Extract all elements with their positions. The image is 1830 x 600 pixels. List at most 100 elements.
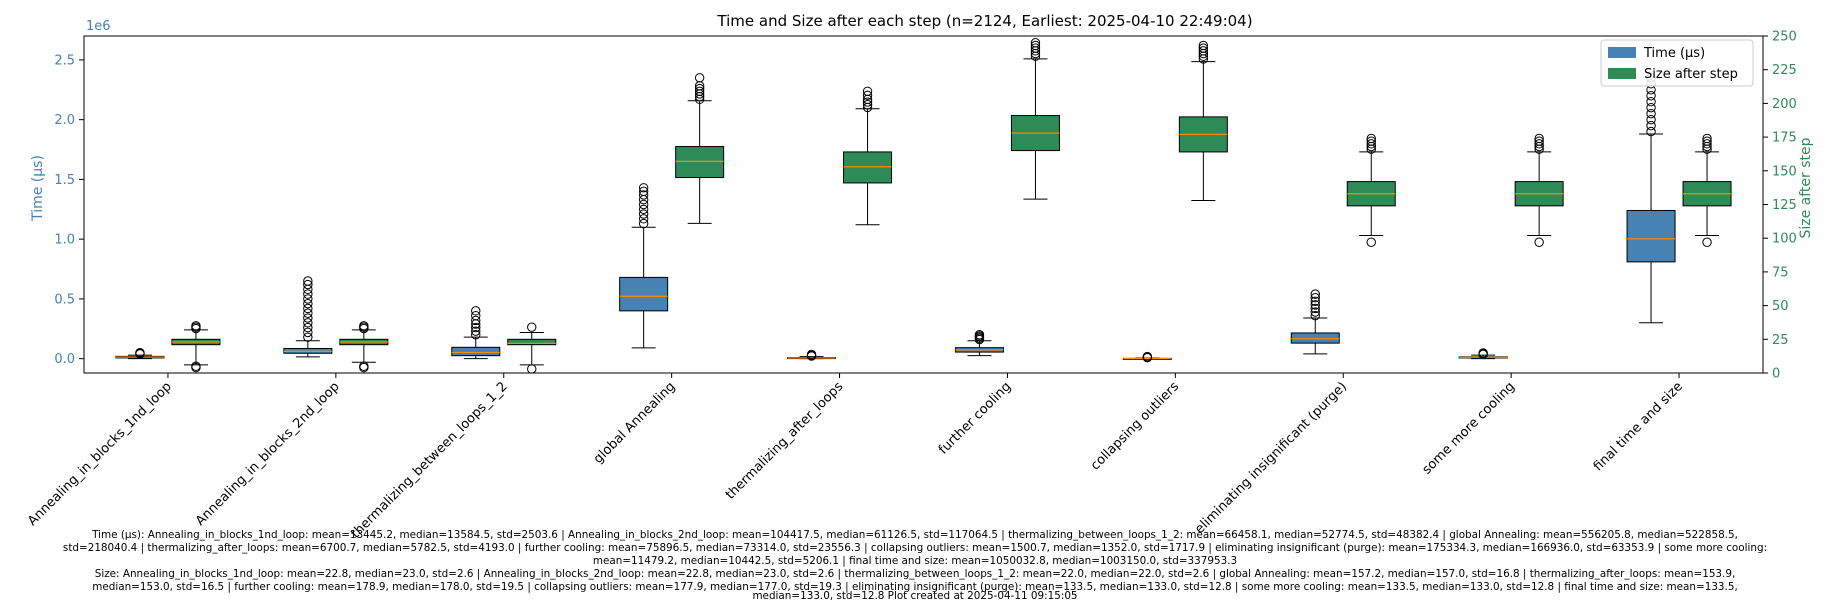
plot-area-frame (83, 35, 1764, 374)
flier-point (1702, 136, 1712, 146)
box-size-0 (171, 321, 221, 373)
flier-point (862, 90, 873, 101)
chart-title: Time and Size after each step (n=2124, E… (716, 12, 1252, 30)
flier-point (862, 97, 873, 107)
flier-point (359, 361, 369, 371)
left-tick-label: 2.5 (54, 53, 75, 68)
flier-point (694, 73, 705, 83)
footer-line-6: median=133.0, std=12.8 Plot created at 2… (752, 590, 1077, 600)
box-time-9 (1626, 73, 1676, 324)
x-tick-label: some more cooling (1420, 379, 1518, 477)
box-body (1626, 209, 1676, 263)
flier-point (1142, 351, 1153, 362)
left-tick-label: 1.0 (54, 233, 75, 248)
flier-point (1198, 43, 1209, 53)
x-tick-label: thermalizing_between_loops_1_2 (348, 379, 510, 541)
x-tick-label: further cooling (936, 379, 1014, 457)
flier-point (1310, 300, 1320, 310)
flier-point (1646, 126, 1656, 137)
footer-line-3: mean=11479.2, median=10442.5, std=5206.1… (593, 555, 1237, 567)
flier-point (1478, 348, 1488, 358)
flier-point (1702, 237, 1712, 247)
footer-line-5: median=153.0, std=16.5 | further cooling… (92, 581, 1738, 593)
legend-frame (1600, 39, 1754, 87)
box-size-6 (1178, 40, 1228, 201)
left-y-axis-label: Time (µs) (30, 155, 46, 222)
box-size-1 (339, 321, 389, 373)
flier-point (303, 284, 313, 295)
footer-stats: Time (µs): Annealing_in_blocks_1nd_loop:… (63, 529, 1767, 600)
box-body (507, 338, 557, 346)
flier-point (638, 218, 649, 229)
flier-point (1198, 46, 1209, 56)
box-time-8 (1458, 348, 1508, 360)
flier-point (694, 83, 705, 94)
flier-point (471, 322, 481, 333)
flier-point (471, 315, 481, 326)
x-tick-label: thermalizing_after_loops (723, 379, 847, 503)
flier-point (303, 298, 313, 309)
right-tick-label: 150 (1772, 164, 1797, 179)
flier-point (303, 294, 313, 304)
box-time-3 (619, 183, 669, 349)
legend-label-size: Size after step (1644, 67, 1738, 82)
box-body (1290, 332, 1340, 344)
flier-point (471, 306, 481, 316)
legend-swatch-size (1608, 68, 1636, 79)
flier-point (1310, 296, 1320, 306)
right-tick-label: 175 (1772, 131, 1797, 146)
box-time-6 (1122, 351, 1172, 363)
flier-point (471, 326, 481, 336)
box-size-8 (1514, 133, 1564, 247)
flier-point (694, 86, 705, 96)
box-size-2 (507, 322, 557, 374)
flier-point (806, 349, 817, 360)
box-body (619, 276, 669, 312)
x-tick-label: collapsing outliers (1088, 379, 1182, 473)
box-size-7 (1346, 133, 1396, 247)
box-size-4 (843, 86, 893, 226)
flier-point (1030, 40, 1041, 51)
footer-line-1: Time (µs): Annealing_in_blocks_1nd_loop:… (91, 529, 1738, 541)
right-tick-label: 25 (1772, 333, 1789, 348)
x-tick-label: Annealing_in_blocks_1nd_loop (25, 379, 175, 529)
box-body (843, 151, 893, 184)
right-tick-label: 250 (1772, 30, 1797, 45)
footer-line-4: Size: Annealing_in_blocks_1nd_loop: mean… (95, 568, 1736, 580)
box-size-9 (1682, 133, 1732, 247)
flier-point (1310, 289, 1320, 299)
left-tick-label: 1.5 (54, 173, 75, 188)
flier-point (527, 364, 537, 374)
flier-point (359, 321, 369, 331)
flier-point (1366, 237, 1376, 247)
flier-point (1646, 103, 1656, 113)
flier-point (1310, 293, 1320, 303)
flier-point (974, 330, 985, 340)
flier-point (638, 209, 649, 219)
flier-point (1534, 139, 1544, 149)
flier-point (303, 332, 313, 342)
x-tick-label: Annealing_in_blocks_2nd_loop (193, 379, 343, 529)
right-tick-label: 200 (1772, 97, 1797, 112)
box-time-1 (283, 276, 333, 358)
flier-point (638, 183, 649, 193)
flier-point (1366, 133, 1376, 144)
flier-point (638, 195, 649, 205)
flier-point (1646, 114, 1656, 125)
flier-point (471, 310, 481, 321)
flier-point (638, 204, 649, 214)
right-tick-label: 0 (1772, 367, 1780, 382)
flier-point (303, 289, 313, 299)
left-axis-offset-label: 1e6 (86, 19, 111, 34)
flier-point (1534, 133, 1544, 144)
flier-point (862, 86, 873, 96)
box-body (451, 346, 501, 357)
flier-point (1366, 139, 1376, 149)
flier-point (1646, 120, 1656, 131)
left-tick-label: 0.0 (54, 352, 75, 367)
flier-point (1646, 97, 1656, 107)
box-time-7 (1290, 289, 1340, 355)
flier-point (303, 313, 313, 323)
right-tick-label: 50 (1772, 299, 1789, 314)
